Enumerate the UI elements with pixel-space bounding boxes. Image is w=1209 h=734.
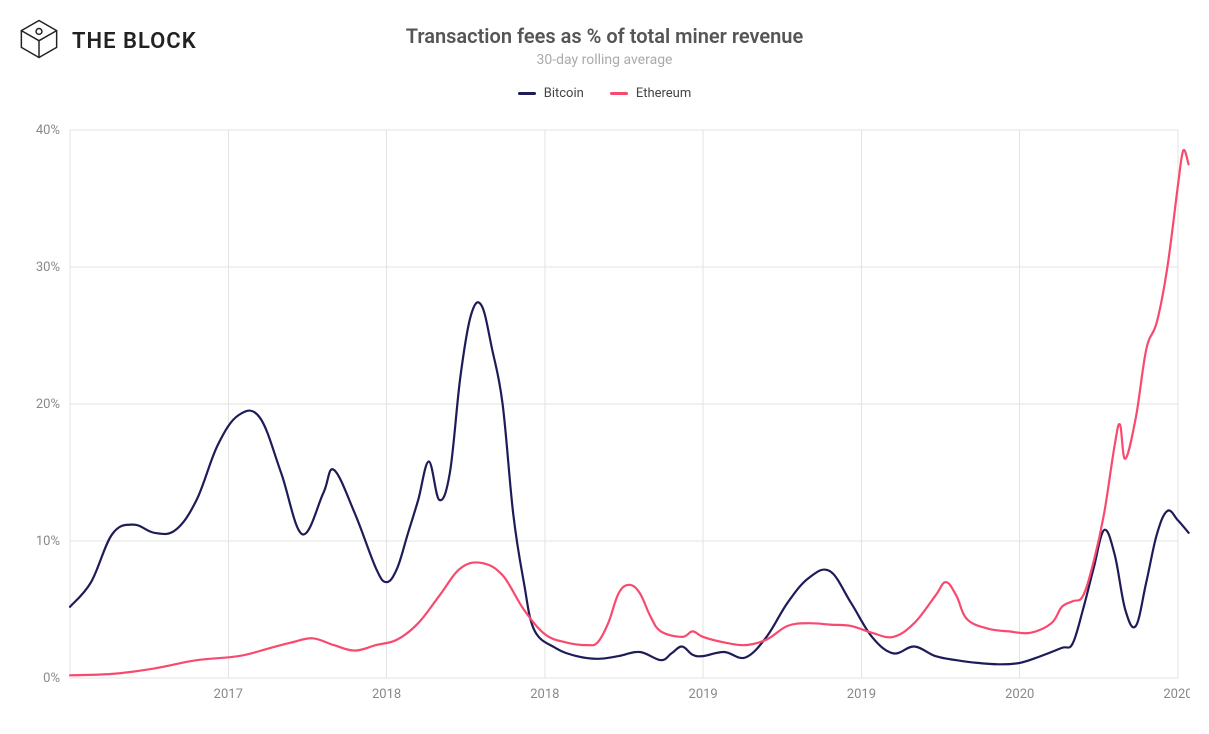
page-root: THE BLOCK Transaction fees as % of total…	[0, 0, 1209, 734]
svg-text:2019: 2019	[847, 687, 876, 702]
svg-text:2018: 2018	[372, 687, 401, 702]
legend-swatch-bitcoin	[518, 92, 536, 95]
svg-text:2020: 2020	[1163, 687, 1190, 702]
series-ethereum	[70, 150, 1189, 675]
legend-label-bitcoin: Bitcoin	[544, 86, 584, 101]
chart-svg: 0% 10% 20% 30% 40% 2017 2018 2018 2019 2019 2020 20…	[20, 120, 1190, 710]
legend-label-ethereum: Ethereum	[636, 86, 691, 101]
legend: Bitcoin Ethereum	[0, 86, 1209, 101]
legend-item-bitcoin[interactable]: Bitcoin	[518, 86, 584, 101]
legend-swatch-ethereum	[610, 92, 628, 95]
chart-title: Transaction fees as % of total miner rev…	[0, 24, 1209, 48]
svg-text:0%: 0%	[43, 671, 60, 686]
svg-text:20%: 20%	[36, 397, 60, 412]
series-bitcoin	[70, 302, 1189, 664]
svg-text:30%: 30%	[36, 260, 60, 275]
svg-text:40%: 40%	[36, 123, 60, 138]
svg-text:2017: 2017	[214, 687, 243, 702]
svg-text:2019: 2019	[689, 687, 718, 702]
chart-subtitle: 30-day rolling average	[0, 52, 1209, 68]
svg-text:10%: 10%	[36, 534, 60, 549]
chart: 0% 10% 20% 30% 40% 2017 2018 2018 2019 2019 2020 20…	[20, 120, 1190, 710]
chart-titles: Transaction fees as % of total miner rev…	[0, 24, 1209, 68]
svg-text:2020: 2020	[1005, 687, 1034, 702]
svg-text:2018: 2018	[530, 687, 559, 702]
legend-item-ethereum[interactable]: Ethereum	[610, 86, 691, 101]
